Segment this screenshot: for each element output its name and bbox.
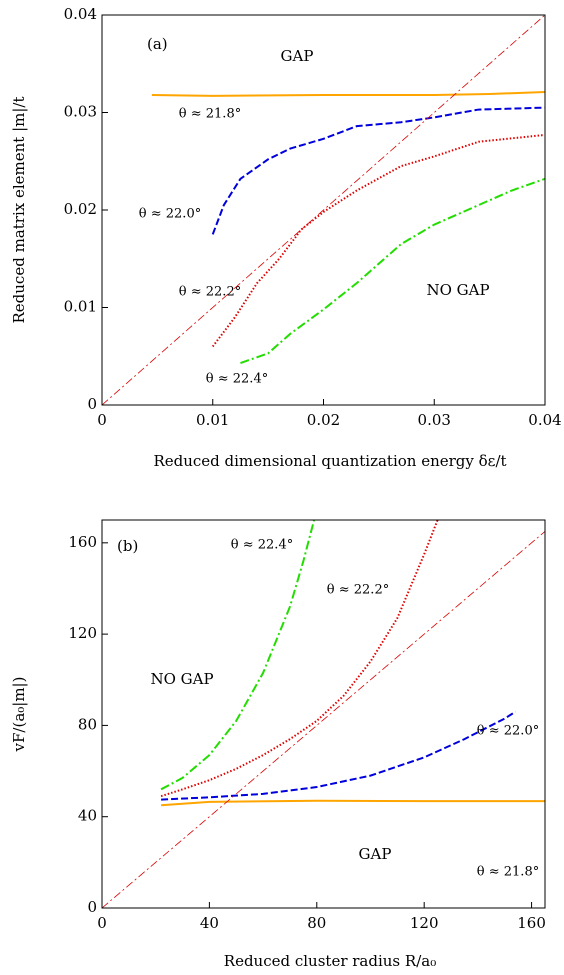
x-tick-label: 0.04 xyxy=(528,411,561,429)
x-tick-label: 160 xyxy=(517,914,546,932)
annotation: (b) xyxy=(117,537,138,555)
series-line xyxy=(151,91,545,97)
annotation: GAP xyxy=(359,845,392,863)
x-tick-label: 0 xyxy=(97,914,107,932)
x-tick-label: 0 xyxy=(97,411,107,429)
y-tick-label: 0.04 xyxy=(64,5,97,23)
series-label: θ ≈ 22.0° xyxy=(477,724,539,739)
y-tick-label: 0 xyxy=(87,395,97,413)
x-tick-label: 120 xyxy=(410,914,439,932)
x-axis-label: Reduced cluster radius R/a₀ xyxy=(224,952,436,970)
series-line xyxy=(160,520,316,791)
series-label: θ ≈ 22.2° xyxy=(179,285,241,300)
annotation: GAP xyxy=(281,47,314,65)
y-tick-label: 0.01 xyxy=(64,298,97,316)
y-tick-label: 0.03 xyxy=(64,103,97,121)
annotation: NO GAP xyxy=(426,281,489,299)
series-label: θ ≈ 22.2° xyxy=(327,583,389,598)
x-axis-label: Reduced dimensional quantization energy … xyxy=(153,452,506,470)
series-line xyxy=(102,531,545,908)
y-tick-label: 80 xyxy=(78,715,97,733)
series-line xyxy=(211,133,545,348)
y-axis-label: Reduced matrix element |m|/t xyxy=(10,97,28,324)
y-axis-label: vF/(a₀|m|) xyxy=(10,677,28,753)
series-line xyxy=(160,799,545,807)
series-label: θ ≈ 22.4° xyxy=(231,538,293,553)
series-line xyxy=(161,710,517,801)
series-label: θ ≈ 22.0° xyxy=(139,207,201,222)
annotation: NO GAP xyxy=(150,670,213,688)
y-tick-label: 160 xyxy=(68,533,97,551)
y-tick-label: 40 xyxy=(78,807,97,825)
series-line xyxy=(211,106,545,235)
series-line xyxy=(240,177,545,365)
x-tick-label: 0.01 xyxy=(196,411,229,429)
series-line xyxy=(160,520,439,798)
y-tick-label: 0 xyxy=(87,898,97,916)
annotation: (a) xyxy=(147,35,168,53)
series-label: θ ≈ 21.8° xyxy=(179,107,241,122)
x-tick-label: 0.03 xyxy=(418,411,451,429)
x-tick-label: 40 xyxy=(200,914,219,932)
y-tick-label: 120 xyxy=(68,624,97,642)
plot-frame xyxy=(101,14,546,406)
y-tick-label: 0.02 xyxy=(64,200,97,218)
series-label: θ ≈ 22.4° xyxy=(206,372,268,387)
x-tick-label: 0.02 xyxy=(307,411,340,429)
plot-frame xyxy=(101,519,546,909)
series-label: θ ≈ 21.8° xyxy=(477,865,539,880)
x-tick-label: 80 xyxy=(307,914,326,932)
series-line xyxy=(102,15,545,405)
